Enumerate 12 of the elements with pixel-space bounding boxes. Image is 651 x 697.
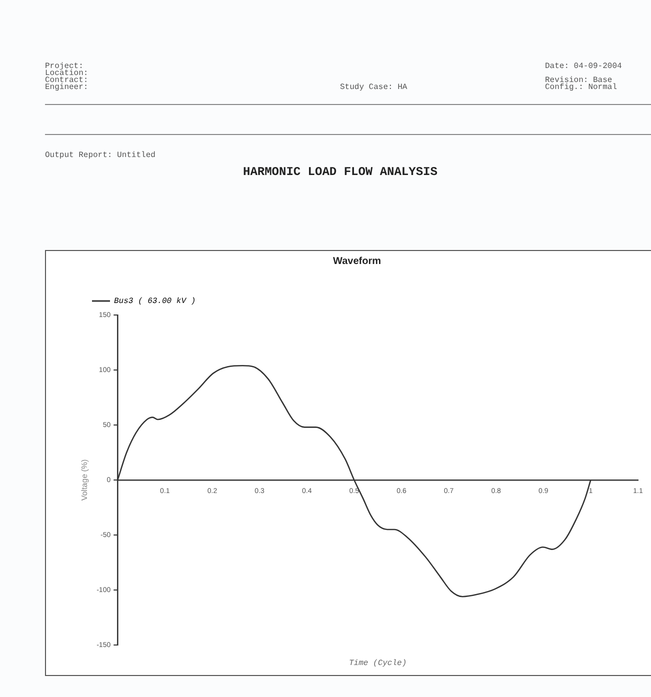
text: Study Case: HA bbox=[340, 83, 408, 92]
text: Output Report: Untitled bbox=[45, 151, 156, 160]
x-axis-title: Time (Cycle) bbox=[349, 659, 407, 668]
legend-label: Bus3 ( 63.00 kV ) bbox=[114, 297, 196, 306]
text: Location: bbox=[45, 69, 88, 78]
text: HARMONIC LOAD FLOW ANALYSIS bbox=[243, 165, 438, 179]
chart-title: Waveform bbox=[333, 256, 382, 267]
text: Config.: Normal bbox=[545, 83, 618, 92]
text: Date: 04-09-2004 bbox=[545, 62, 622, 71]
text: Project: bbox=[45, 62, 84, 71]
text: Engineer: bbox=[45, 83, 88, 92]
y-axis-title: Voltage (%) bbox=[80, 458, 90, 501]
